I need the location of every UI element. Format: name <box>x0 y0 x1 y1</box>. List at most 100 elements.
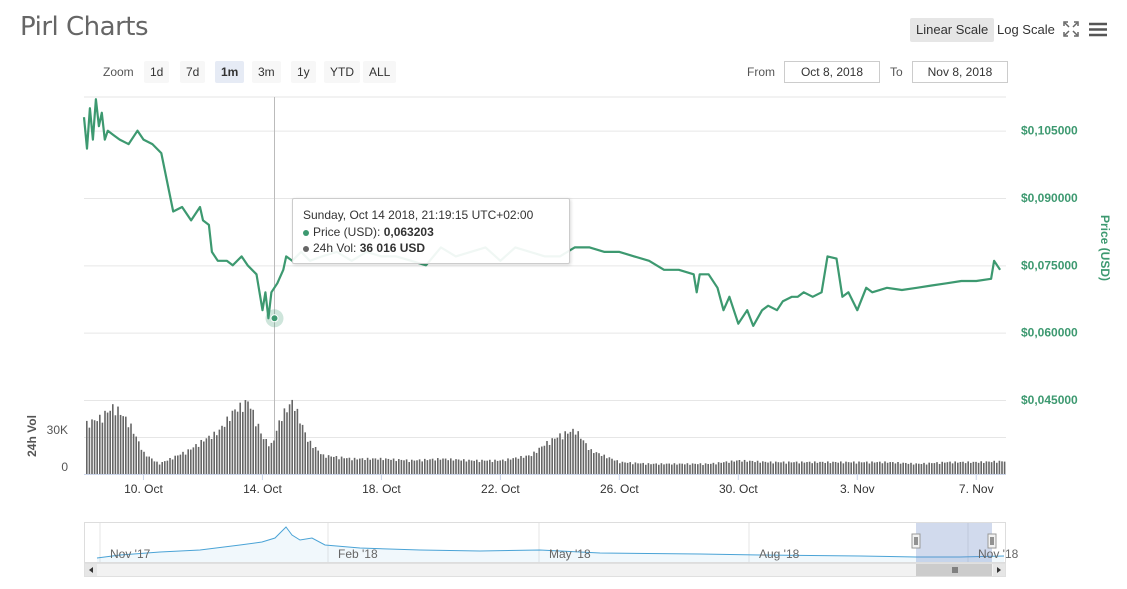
zoom-ytd-button[interactable]: YTD <box>324 61 360 83</box>
volume-bar <box>658 464 660 474</box>
volume-bar <box>242 411 244 474</box>
volume-bar <box>710 463 712 474</box>
y-tick-label: $0,075000 <box>1021 258 1078 272</box>
volume-bar <box>249 408 252 474</box>
zoom-3m-button[interactable]: 3m <box>252 61 281 83</box>
navigator-right-handle[interactable] <box>987 533 997 549</box>
volume-bar <box>925 464 928 474</box>
zoom-1m-button[interactable]: 1m <box>215 61 245 83</box>
volume-bar <box>777 462 780 474</box>
x-tick-label: 7. Nov <box>959 482 994 496</box>
to-date-input[interactable]: Nov 8, 2018 <box>912 61 1008 83</box>
volume-bar <box>754 462 756 474</box>
volume-bar <box>132 433 135 474</box>
volume-bar <box>369 459 371 474</box>
linear-scale-button[interactable]: Linear Scale <box>910 18 995 42</box>
volume-bar <box>933 463 936 474</box>
zoom-7d-button[interactable]: 7d <box>180 61 206 83</box>
volume-bar <box>338 459 340 474</box>
volume-bar <box>764 461 767 474</box>
volume-bar <box>621 461 624 474</box>
scroll-left-arrow-icon <box>89 567 93 573</box>
volume-bar <box>403 460 405 474</box>
zoom-1d-button[interactable]: 1d <box>144 61 170 83</box>
volume-bar <box>684 464 686 474</box>
volume-bar <box>634 462 637 474</box>
volume-bar <box>106 412 109 474</box>
volume-bar <box>239 402 241 474</box>
volume-bar <box>288 404 291 474</box>
volume-bar <box>798 463 800 474</box>
log-scale-button[interactable]: Log Scale <box>997 22 1055 37</box>
volume-bar <box>873 462 876 474</box>
volume-bar <box>174 455 176 474</box>
volume-bar <box>210 439 213 474</box>
volume-bar <box>899 463 902 474</box>
volume-bar <box>382 460 384 474</box>
volume-bar <box>962 461 964 474</box>
volume-bar <box>517 458 520 474</box>
zoom-all-button[interactable]: ALL <box>363 61 397 83</box>
volume-bar <box>330 456 332 474</box>
volume-bar <box>795 461 798 474</box>
volume-bar <box>504 461 507 474</box>
volume-bar <box>130 423 132 474</box>
volume-bar <box>595 452 598 474</box>
volume-bar <box>964 463 967 474</box>
fullscreen-icon[interactable] <box>1062 20 1080 38</box>
volume-bar <box>273 440 275 474</box>
volume-bar <box>769 461 772 474</box>
volume-bar <box>205 438 208 474</box>
volume-bar <box>834 461 837 474</box>
volume-bar <box>270 442 273 474</box>
volume-bar <box>743 459 746 474</box>
navigator-series-line <box>96 526 1005 559</box>
from-date-input[interactable]: Oct 8, 2018 <box>784 61 880 83</box>
volume-bar <box>645 464 647 474</box>
volume-bar <box>530 456 533 474</box>
zoom-1y-button[interactable]: 1y <box>291 61 316 83</box>
volume-bar <box>663 464 665 474</box>
volume-bar <box>418 459 421 474</box>
volume-bar <box>759 462 761 474</box>
navigator-left-handle[interactable] <box>911 533 921 549</box>
volume-bar <box>902 462 904 474</box>
volume-bar <box>148 456 150 474</box>
menu-icon[interactable] <box>1089 20 1107 38</box>
volume-bar <box>385 458 387 474</box>
volume-bar <box>569 431 572 474</box>
volume-bar <box>782 461 785 474</box>
navigator-scrollbar[interactable] <box>84 563 1006 577</box>
volume-bar <box>351 460 353 474</box>
volume-bar <box>808 461 811 474</box>
volume-bar <box>483 460 486 474</box>
volume-bar <box>749 460 751 474</box>
volume-bar <box>400 459 403 474</box>
volume-bar <box>697 464 699 474</box>
volume-bar <box>845 461 847 474</box>
volume-bar <box>359 458 361 474</box>
volume-bar <box>912 464 915 474</box>
volume-bar <box>164 461 166 474</box>
volume-bar <box>525 455 527 474</box>
volume-bar <box>114 415 117 474</box>
volume-bar <box>720 462 722 474</box>
volume-bar <box>109 410 111 474</box>
volume-bar <box>678 463 681 474</box>
volume-bar <box>499 460 501 474</box>
volume-bar <box>954 461 956 474</box>
volume-bar <box>686 463 689 474</box>
volume-bar <box>957 462 959 474</box>
x-tick-label: 22. Oct <box>481 482 520 496</box>
volume-bar <box>325 457 327 474</box>
volume-bar <box>496 460 499 474</box>
volume-bar <box>156 461 158 474</box>
volume-bar <box>421 461 423 474</box>
volume-bar <box>717 462 720 474</box>
volume-bar <box>556 437 559 474</box>
volume-bar <box>457 459 460 474</box>
volume-bar <box>244 400 247 474</box>
volume-bar <box>832 461 834 474</box>
volume-bar <box>257 423 260 474</box>
